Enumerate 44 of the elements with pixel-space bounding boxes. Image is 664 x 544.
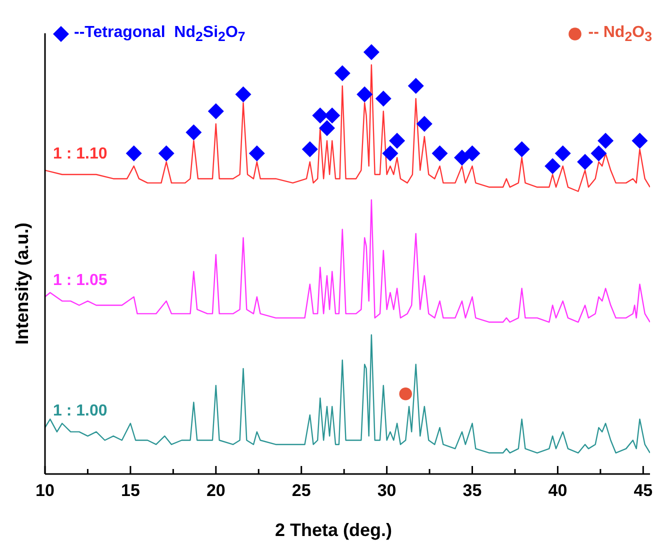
series-label: 1 : 1.00 — [53, 402, 108, 420]
point — [554, 145, 571, 162]
point — [382, 145, 398, 162]
point — [544, 158, 561, 174]
x-tick-label: 40 — [548, 481, 568, 500]
point — [514, 141, 530, 158]
x-axis-title: 2 Theta (deg.) — [274, 520, 392, 540]
point — [375, 90, 392, 107]
point — [312, 107, 328, 124]
y-axis-title: Intensity (a.u.) — [12, 222, 32, 345]
point — [389, 132, 406, 149]
point — [158, 145, 174, 162]
point — [248, 145, 265, 162]
point — [208, 103, 224, 120]
point — [126, 145, 142, 162]
point — [632, 132, 648, 149]
x-tick-label: 25 — [292, 481, 311, 500]
x-tick-label: 20 — [206, 481, 226, 500]
series-label: 1 : 1.05 — [53, 272, 108, 289]
point — [363, 44, 380, 60]
x-tick-label: 30 — [377, 481, 396, 500]
point — [324, 107, 340, 124]
x-tick-label: 35 — [462, 481, 482, 500]
point — [334, 65, 350, 82]
point — [598, 132, 614, 149]
x-tick-label: 10 — [36, 481, 54, 500]
point — [186, 124, 202, 140]
legend-label: -- Nd$_{2}$O$_{3}$ — [588, 24, 652, 44]
point — [590, 145, 607, 162]
point — [302, 141, 318, 158]
series-label: 1 : 1.10 — [53, 145, 108, 162]
point — [416, 116, 432, 132]
point — [432, 145, 448, 162]
point — [399, 387, 412, 400]
x-tick-label: 45 — [634, 481, 653, 500]
point — [318, 120, 335, 136]
point — [464, 145, 480, 162]
legend-label: --Tetragonal Nd$_{2}$Si$_{2}$O$_{7}$ — [74, 24, 246, 44]
point — [356, 86, 373, 102]
x-tick-label: 15 — [120, 481, 140, 500]
point — [235, 86, 252, 102]
point — [454, 150, 470, 166]
point — [577, 154, 594, 170]
point — [408, 78, 424, 94]
